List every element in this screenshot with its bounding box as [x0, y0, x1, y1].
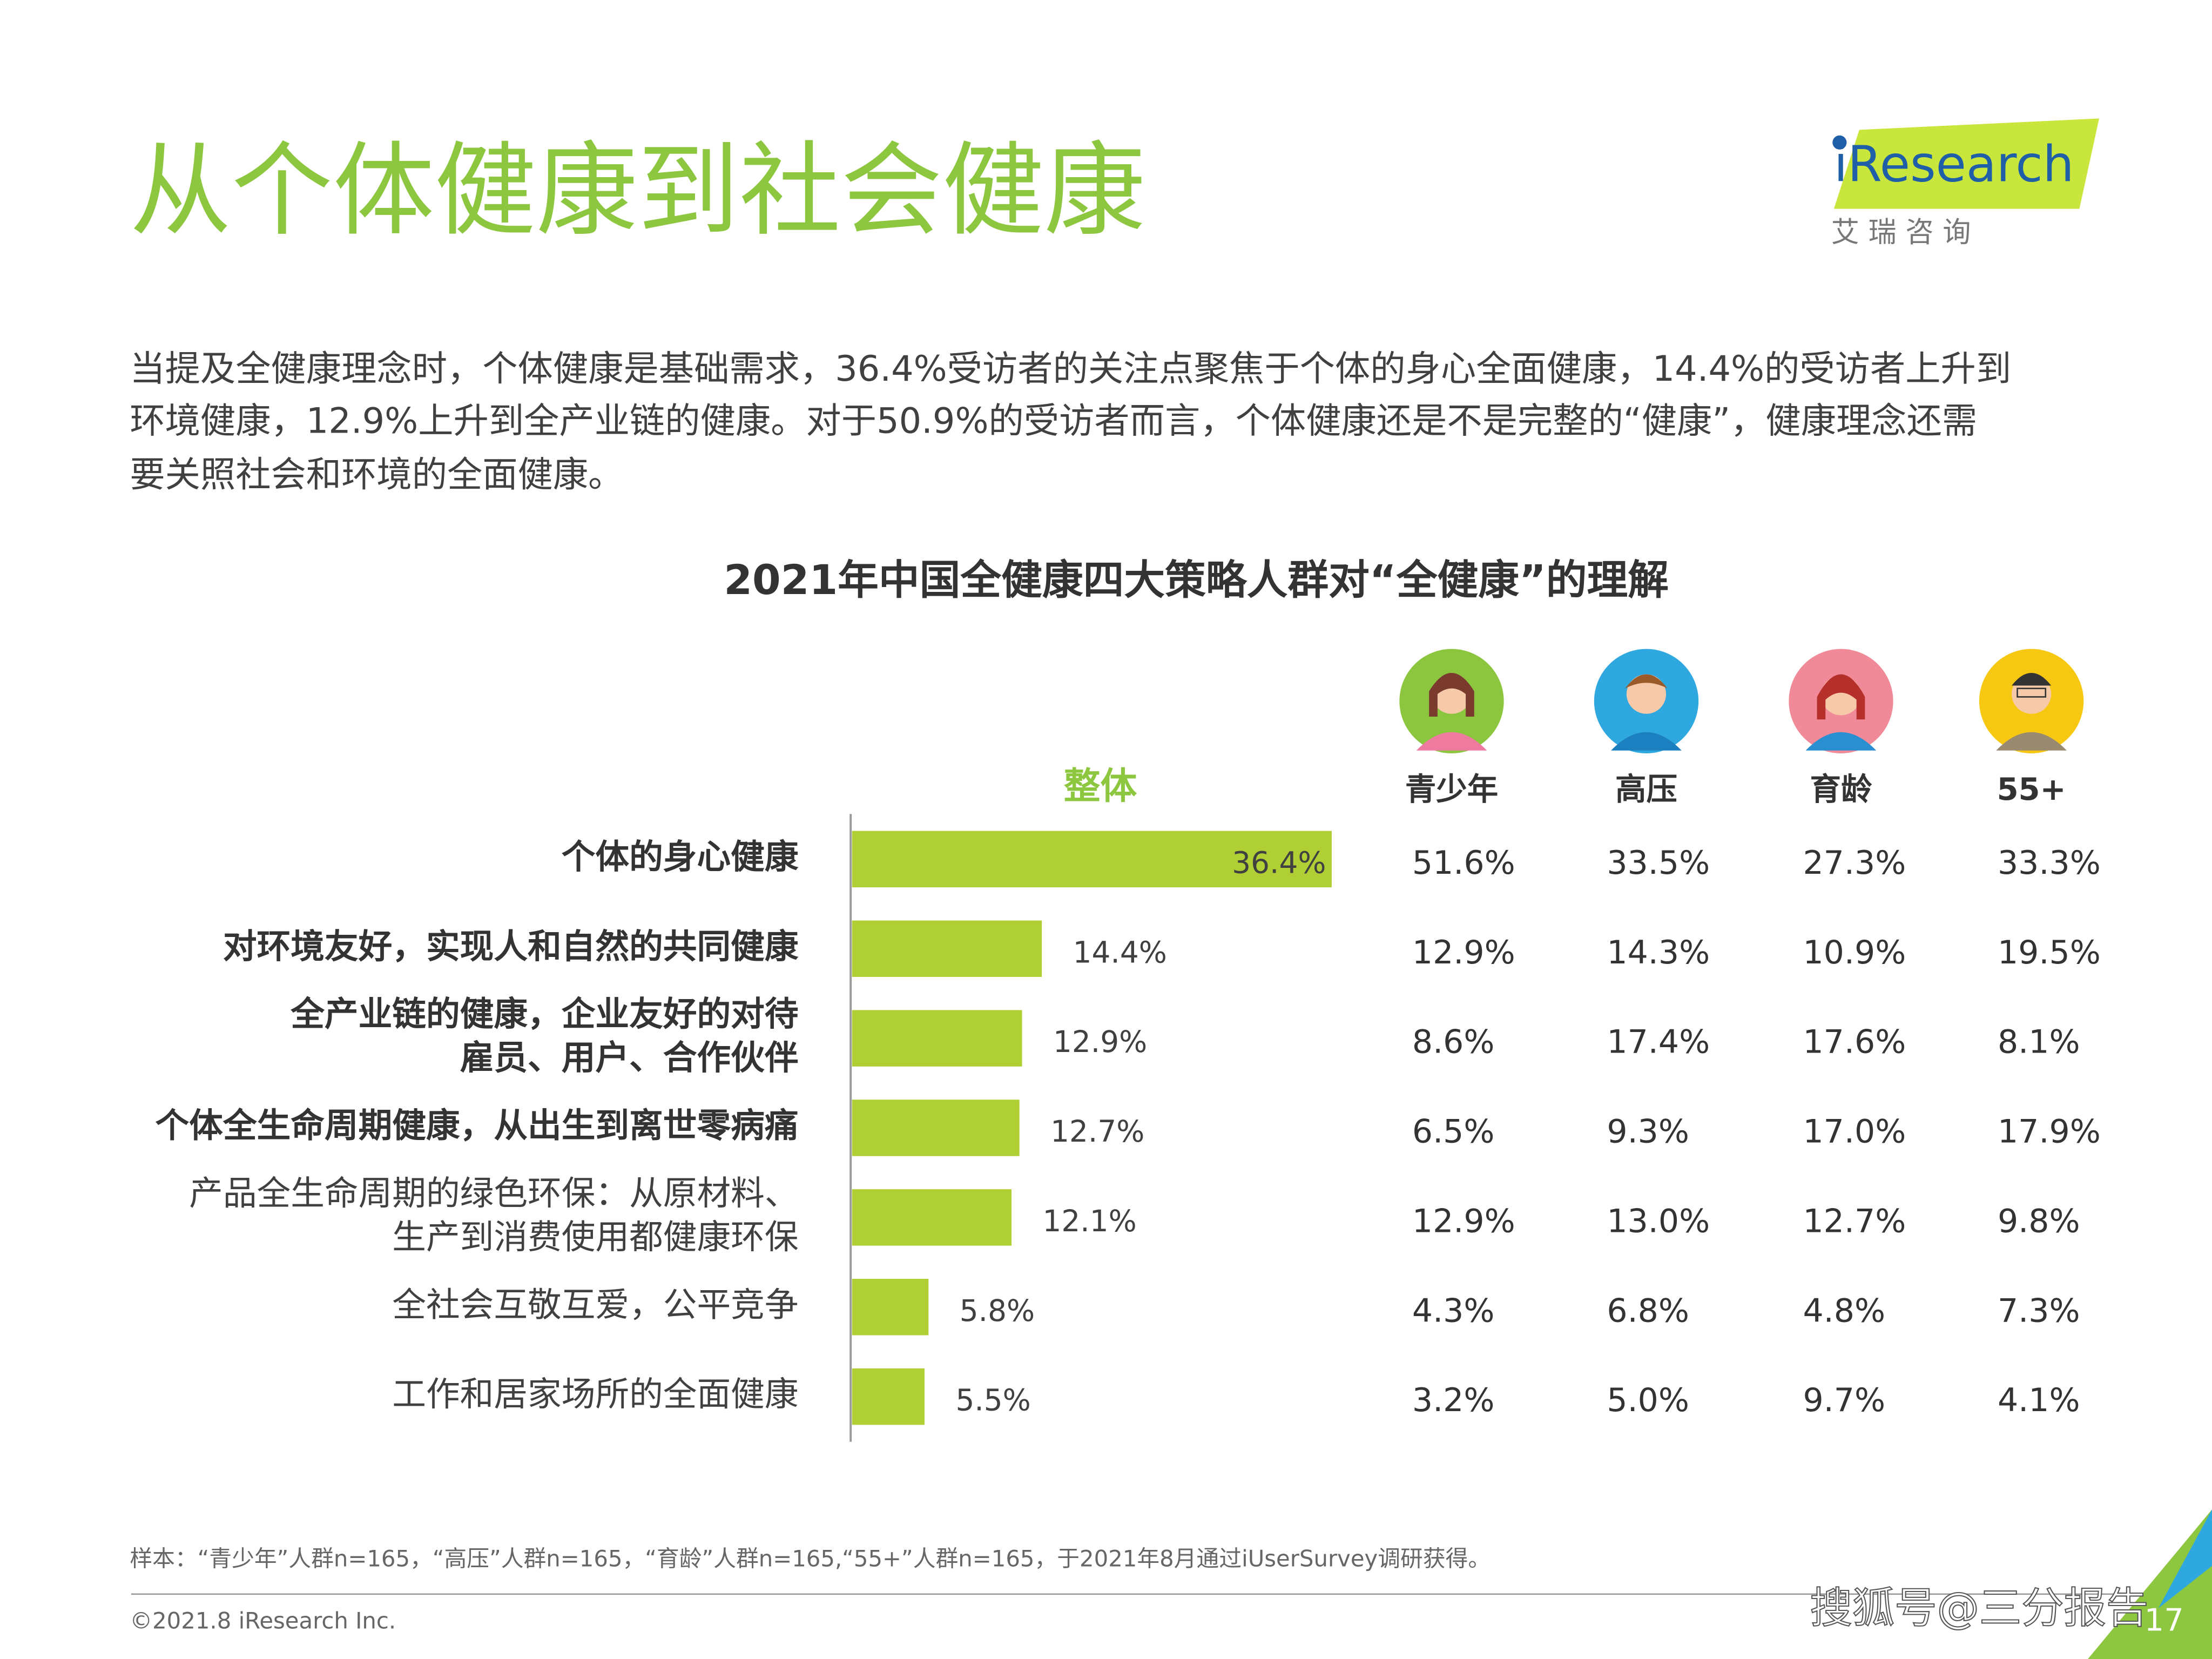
group-header: 高压	[1615, 771, 1677, 807]
table-cell: 4.1%	[1998, 1381, 2080, 1419]
table-cell: 8.6%	[1412, 1023, 1495, 1061]
table-cell: 19.5%	[1998, 934, 2101, 972]
value-label: 5.5%	[955, 1383, 1030, 1418]
table-cell: 9.8%	[1998, 1202, 2080, 1240]
table-cell: 14.3%	[1607, 934, 1710, 972]
table-cell: 4.8%	[1803, 1292, 1885, 1330]
logo-bg	[1833, 118, 2100, 209]
corner-decoration	[2088, 1509, 2212, 1659]
table-cell: 33.5%	[1607, 844, 1710, 882]
table-cell: 17.0%	[1803, 1113, 1906, 1151]
corner-decoration	[2158, 1509, 2212, 1608]
description-line: 环境健康，12.9%上升到全产业链的健康。对于50.9%的受访者而言，个体健康还…	[130, 401, 1977, 442]
value-label: 12.7%	[1050, 1114, 1144, 1149]
value-label: 12.1%	[1043, 1204, 1137, 1238]
table-cell: 6.5%	[1412, 1113, 1495, 1151]
group-header: 青少年	[1405, 771, 1498, 807]
series-label: 整体	[1064, 765, 1137, 808]
table-cell: 3.2%	[1412, 1381, 1495, 1419]
table-cell: 12.7%	[1803, 1202, 1906, 1240]
category-label: 全产业链的健康，企业友好的对待雇员、用户、合作伙伴	[290, 994, 798, 1077]
category-label: 个体全生命周期健康，从出生到离世零病痛	[155, 1106, 798, 1145]
table-cell: 9.7%	[1803, 1381, 1885, 1419]
table-cell: 7.3%	[1998, 1292, 2080, 1330]
bar	[852, 1100, 1020, 1156]
category-label: 全社会互敬互爱，公平竞争	[392, 1285, 798, 1324]
table-cell: 6.8%	[1607, 1292, 1689, 1330]
bar	[852, 1010, 1022, 1067]
bar	[852, 1279, 929, 1336]
bar	[852, 831, 1332, 888]
table-cell: 17.9%	[1998, 1113, 2101, 1151]
table-cell: 51.6%	[1412, 844, 1515, 882]
value-label: 36.4%	[1232, 845, 1326, 880]
table-cell: 5.0%	[1607, 1381, 1689, 1419]
table-cell: 17.4%	[1607, 1023, 1710, 1061]
category-label: 工作和居家场所的全面健康	[392, 1374, 798, 1414]
category-label: 对环境友好，实现人和自然的共同健康	[223, 927, 799, 966]
table-cell: 33.3%	[1998, 844, 2101, 882]
bar	[852, 920, 1042, 977]
table-cell: 10.9%	[1803, 934, 1906, 972]
footnote: 样本：“青少年”人群n=165，“高压”人群n=165，“育龄”人群n=165,…	[130, 1546, 1491, 1572]
group-header: 55+	[1997, 771, 2066, 807]
chart-title: 2021年中国全健康四大策略人群对“全健康”的理解	[724, 556, 1669, 604]
category-label: 个体的身心健康	[562, 837, 799, 876]
logo-sub: 艾 瑞 咨 询	[1831, 217, 1971, 249]
value-label: 12.9%	[1053, 1024, 1147, 1059]
watermark: 搜狐号@三分报告	[1810, 1584, 2149, 1633]
table-cell: 12.9%	[1412, 934, 1515, 972]
table-cell: 4.3%	[1412, 1292, 1495, 1330]
category-label: 产品全生命周期的绿色环保：从原材料、生产到消费使用都健康环保	[189, 1174, 798, 1257]
table-cell: 12.9%	[1412, 1202, 1515, 1240]
description-line: 当提及全健康理念时，个体健康是基础需求，36.4%受访者的关注点聚焦于个体的身心…	[130, 348, 2011, 389]
group-header: 育龄	[1810, 771, 1872, 807]
copyright: ©2021.8 iResearch Inc.	[130, 1608, 396, 1634]
table-cell: 17.6%	[1803, 1023, 1906, 1061]
logo-dot	[1832, 135, 1847, 150]
slide-title: 从个体健康到社会健康	[130, 132, 1145, 250]
bar	[852, 1368, 925, 1425]
description-line: 要关照社会和环境的全面健康。	[130, 454, 623, 495]
bar	[852, 1189, 1012, 1246]
table-cell: 27.3%	[1803, 844, 1906, 882]
logo: iResearch	[1834, 136, 2074, 193]
table-cell: 9.3%	[1607, 1113, 1689, 1151]
value-label: 5.8%	[960, 1293, 1035, 1328]
table-cell: 8.1%	[1998, 1023, 2080, 1061]
table-cell: 13.0%	[1607, 1202, 1710, 1240]
avatars	[1399, 649, 2084, 753]
value-label: 14.4%	[1073, 935, 1167, 969]
page-number: 17	[2144, 1602, 2184, 1638]
